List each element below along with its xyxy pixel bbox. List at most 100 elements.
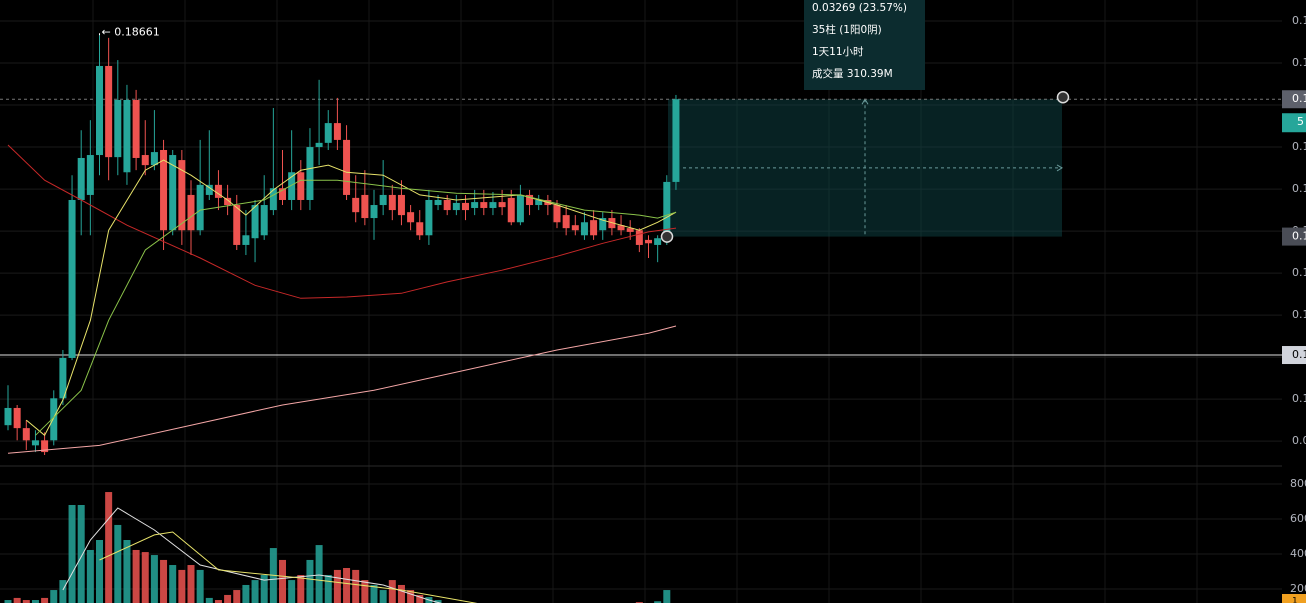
volume-bar [187,565,195,603]
y-tick-label: 0.1 [1292,182,1306,195]
volume-bar [388,580,396,603]
candle-body [562,215,570,229]
candle-body [105,65,113,158]
candle-body [59,357,67,399]
candle-body [452,202,460,211]
candle-body [434,199,442,206]
volume-bar [114,524,122,603]
candle-body [553,205,561,223]
candle-body [123,99,131,173]
price-tag-label: 0.1 [1292,92,1306,105]
candle-body [370,205,378,219]
price-pane [0,20,1282,456]
candle-body [269,188,277,211]
candle-body [471,202,479,208]
candle-body [31,440,39,446]
volume-bar [333,569,341,603]
volume-bar [96,540,103,603]
candle-body [13,407,21,429]
volume-bar [352,569,360,603]
price-tag [1282,346,1306,365]
overlay: ← 0.18661 0.03269 (23.57%) 35柱 (1阳0阴) 1天11小… [102,0,1070,243]
right-axis: 0.1 0.1 0.1 0.1 0.1 0.1 0.1 0.1 0.1 0.1 0.0 800 600 4… [1282,0,1306,603]
candle-body [187,194,195,231]
candle-body [498,202,506,208]
volume-bar [233,590,241,603]
volume-bar [160,559,168,603]
candle-body [480,202,488,208]
measure-tooltip-text: 0.03269 (23.57%) [812,2,907,14]
moving-average-line [7,325,677,454]
volume-bar [41,597,49,603]
volume-tag [1282,594,1306,603]
candle-body [407,212,415,223]
volume-bar [654,601,662,603]
volume-pane [0,483,1282,603]
volume-bar [31,600,39,603]
price-tag-label: 0.1 [1292,230,1306,243]
candle-body [571,225,579,231]
candle-body [77,157,85,200]
candle-body [352,197,360,213]
volume-bar [105,492,113,603]
volume-bar [59,580,67,603]
measure-tooltip [804,0,925,90]
volume-bar [407,590,415,603]
volume-bar [214,600,222,603]
volume-tag-label: 1 [1292,597,1298,603]
candle-body [580,222,588,236]
volume-bar [50,590,58,603]
y-tick-label: 0.1 [1292,14,1306,27]
candle-body [462,202,469,211]
volume-bar [397,584,405,603]
candle-body [507,197,515,223]
candle-body [617,225,625,231]
candle-body [150,152,158,166]
volume-bar [315,545,323,603]
candle-body [68,199,76,358]
volume-bar [370,584,378,603]
measure-tooltip-text: 35柱 (1阳0阴) [812,23,882,36]
volume-tick-label: 200 [1290,582,1306,595]
volume-tick-label: 400 [1290,547,1306,560]
volume-bar [324,575,332,603]
candle-body [416,222,424,236]
candle-body [260,205,268,236]
y-tick-label: 0.1 [1292,56,1306,69]
y-tick-label: 0.0 [1292,434,1306,447]
candle-body [388,194,396,211]
volume-bar [196,569,204,603]
candle-body [4,407,12,426]
candle-body [672,99,680,182]
candle-body [306,147,314,200]
candle-body [50,398,58,441]
moving-average-line [25,159,677,437]
candle-body [425,199,433,236]
moving-average-line [7,144,677,299]
candle-body [635,230,643,245]
candle-body [590,220,598,236]
volume-bar [297,575,305,603]
candle-body [132,99,140,158]
candle-body [242,235,250,245]
volume-tick-label: 600 [1290,512,1306,525]
volume-bar [361,580,369,603]
candle-body [343,139,351,195]
volume-bar [132,549,140,603]
volume-bar [343,568,351,603]
measure-tooltip-text: 成交量 310.39M [812,67,893,80]
candle-body [645,239,652,244]
volume-bar [416,594,424,603]
volume-tick-label: 800 [1290,477,1306,490]
moving-average-line [35,179,677,436]
candle-body [96,65,103,156]
volume-bar [306,559,314,603]
candle-body [169,155,177,231]
volume-bar [77,505,85,603]
volume-bar [22,600,30,603]
measure-handle [660,230,674,243]
candle-body [160,149,168,231]
candle-body [379,194,387,206]
price-tag [1282,90,1306,109]
